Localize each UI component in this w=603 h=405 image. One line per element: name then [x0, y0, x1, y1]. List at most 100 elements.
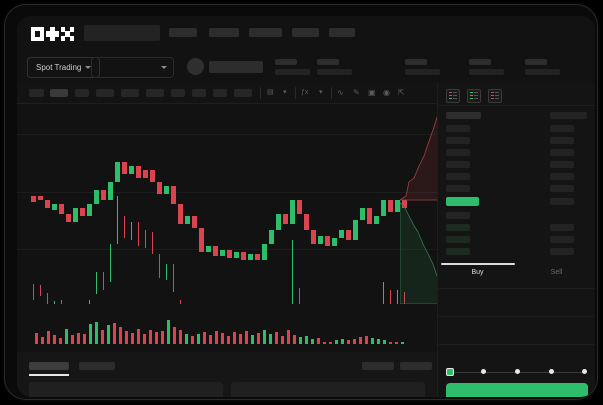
volume-bar — [233, 332, 236, 344]
candle — [101, 190, 106, 290]
order-field-total[interactable] — [438, 345, 595, 367]
volume-bar — [65, 329, 68, 344]
volume-bar — [209, 335, 212, 344]
nav-item-1[interactable] — [209, 28, 239, 37]
orderbook-bid-price-3[interactable] — [446, 248, 470, 255]
nav-item-0[interactable] — [169, 28, 197, 37]
bottom-tab-1[interactable] — [79, 362, 115, 370]
volume-bar — [371, 338, 374, 344]
orderbook-bid-amount-2[interactable] — [550, 236, 574, 243]
order-percent-slider[interactable] — [446, 368, 588, 376]
orderbook-ask-amount-0[interactable] — [550, 125, 574, 132]
orderbook-ask-amount-3[interactable] — [550, 161, 574, 168]
timeframe-button-2[interactable] — [75, 89, 89, 97]
pair-select[interactable] — [91, 57, 174, 78]
ticker-stat-1 — [317, 59, 352, 75]
okx-logo-icon[interactable] — [31, 27, 75, 41]
candle — [31, 196, 36, 300]
line-tool-icon[interactable]: ∿ — [337, 88, 344, 97]
place-buy-order-button[interactable] — [446, 383, 588, 397]
candle — [45, 200, 50, 310]
bottom-tab-0[interactable] — [29, 362, 69, 370]
volume-bar — [53, 335, 56, 344]
orderbook-ask-amount-4[interactable] — [550, 173, 574, 180]
volume-bar — [125, 331, 128, 344]
bottom-skeleton-panel-1 — [231, 382, 425, 397]
candle-type-icon[interactable]: ▤ — [267, 89, 274, 96]
volume-bar — [161, 331, 164, 344]
spot-trading-dropdown[interactable]: Spot Trading — [27, 57, 101, 78]
orderbook-bid-price-0[interactable] — [446, 212, 470, 219]
timeframe-button-7[interactable] — [192, 89, 206, 97]
timeframe-button-5[interactable] — [146, 89, 164, 97]
orderbook-ask-price-2[interactable] — [446, 149, 470, 156]
bottom-action-1[interactable] — [400, 362, 432, 370]
nav-item-3[interactable] — [292, 28, 319, 37]
fullscreen-icon[interactable]: ⇱ — [398, 88, 405, 97]
volume-bar — [35, 333, 38, 344]
pair-name-label — [209, 61, 263, 73]
volume-bar — [89, 324, 92, 344]
orderbook-bid-price-1[interactable] — [446, 224, 470, 231]
nav-item-4[interactable] — [329, 28, 355, 37]
market-depth-overlay — [400, 104, 445, 304]
orderbook-ask-amount-2[interactable] — [550, 149, 574, 156]
orderbook-ask-price-0[interactable] — [446, 125, 470, 132]
bottom-action-0[interactable] — [362, 362, 394, 370]
tab-buy[interactable]: Buy — [471, 269, 484, 276]
orderbook-bid-price-2[interactable] — [446, 236, 470, 243]
volume-bar — [353, 339, 356, 344]
timeframe-button-0[interactable] — [29, 89, 44, 97]
candle — [325, 236, 330, 384]
orderbook-asks-icon[interactable] — [488, 89, 502, 103]
camera-icon[interactable]: ▣ — [368, 88, 376, 97]
candle — [108, 182, 113, 282]
timeframe-button-4[interactable] — [121, 89, 139, 97]
orderbook-ask-price-5[interactable] — [446, 185, 470, 192]
volume-bar — [341, 339, 344, 344]
volume-bar — [191, 336, 194, 344]
timeframe-button-8[interactable] — [213, 89, 227, 97]
volume-bar — [239, 334, 242, 344]
order-field-price[interactable] — [438, 289, 595, 316]
slider-stop-50[interactable] — [515, 369, 520, 374]
orderbook-ask-amount-1[interactable] — [550, 137, 574, 144]
slider-handle[interactable] — [446, 368, 454, 376]
app-screen: Spot Trading — [17, 16, 595, 397]
tab-sell[interactable]: Sell — [550, 269, 563, 276]
candle — [297, 200, 302, 318]
orderbook-both-icon[interactable] — [446, 89, 460, 103]
timeframe-button-6[interactable] — [171, 89, 185, 97]
pencil-icon[interactable]: ✎ — [353, 88, 360, 97]
candle — [150, 170, 155, 254]
orderbook-bid-amount-3[interactable] — [550, 248, 574, 255]
nav-item-2[interactable] — [249, 28, 282, 37]
search-input[interactable] — [84, 25, 160, 41]
candle — [227, 250, 232, 397]
slider-stop-75[interactable] — [549, 369, 554, 374]
orderbook-ask-amount-5[interactable] — [550, 185, 574, 192]
timeframe-button-3[interactable] — [96, 89, 114, 97]
timeframe-button-9[interactable] — [234, 89, 252, 97]
indicators-icon[interactable]: ƒx — [301, 89, 309, 96]
timeframe-button-1[interactable] — [50, 89, 68, 97]
volume-bar — [179, 330, 182, 344]
order-field-amount[interactable] — [438, 317, 595, 344]
candle-type-chevron-icon[interactable]: ▾ — [283, 89, 287, 96]
orderbook-bid-amount-1[interactable] — [550, 224, 574, 231]
slider-stop-100[interactable] — [582, 369, 587, 374]
order-form-divider-2 — [438, 344, 595, 345]
slider-stop-25[interactable] — [481, 369, 486, 374]
orderbook-ask-price-3[interactable] — [446, 161, 470, 168]
orderbook-bids-icon[interactable] — [467, 89, 481, 103]
volume-bar — [335, 340, 338, 344]
volume-bar — [299, 337, 302, 344]
volume-bar — [227, 336, 230, 344]
volume-bar — [113, 323, 116, 344]
indicators-chevron-icon[interactable]: ▾ — [319, 89, 323, 96]
orderbook-ask-price-4[interactable] — [446, 173, 470, 180]
orderbook-ask-price-1[interactable] — [446, 137, 470, 144]
price-chart[interactable] — [17, 104, 437, 397]
candle — [339, 230, 344, 370]
settings-gear-icon[interactable]: ◉ — [383, 88, 390, 97]
